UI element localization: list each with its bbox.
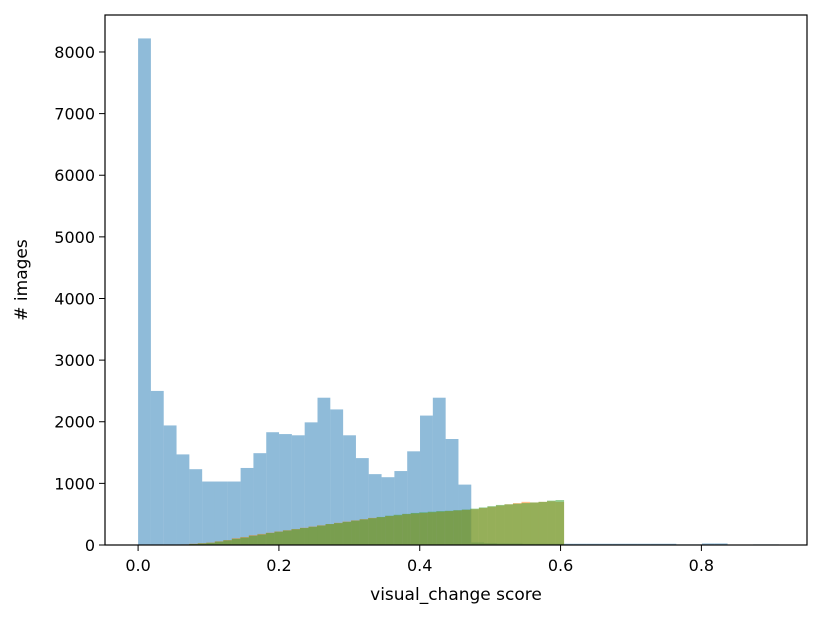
histogram-bar-series-2: [495, 504, 505, 545]
histogram-bar-series-2: [470, 508, 479, 545]
histogram-bar-series-2: [206, 542, 215, 545]
histogram-bar-series-0: [317, 397, 331, 545]
histogram-bars: [138, 38, 779, 545]
histogram-bar-series-2: [265, 532, 275, 545]
histogram-bar-series-2: [410, 512, 420, 545]
histogram-bar-series-2: [214, 541, 224, 545]
histogram-bar-series-2: [240, 537, 249, 545]
histogram-bar-series-2: [521, 503, 531, 545]
histogram-bar-series-2: [512, 503, 522, 545]
x-tick-label: 0.8: [689, 556, 714, 575]
histogram-bar-series-0: [202, 481, 215, 545]
histogram-bar-series-2: [538, 501, 548, 545]
histogram-bar-series-0: [150, 390, 164, 545]
histogram-bar-series-0: [432, 397, 446, 545]
histogram-bar-series-0: [189, 469, 203, 545]
histogram-bar-series-2: [299, 528, 309, 545]
histogram-bar-series-0: [625, 543, 638, 545]
histogram-bar-series-0: [637, 543, 651, 545]
histogram-bar-series-2: [274, 531, 283, 545]
histogram-bar-series-0: [266, 432, 280, 545]
histogram-bar-series-0: [176, 454, 190, 545]
histogram-bar-series-2: [257, 534, 266, 545]
histogram-bar-series-0: [650, 543, 664, 545]
histogram-bar-series-2: [547, 500, 556, 545]
histogram-bar-series-2: [555, 500, 565, 545]
histogram-bar-series-2: [308, 526, 318, 545]
histogram-bar-series-2: [461, 509, 471, 545]
histogram-bar-series-0: [573, 543, 587, 545]
y-tick-label: 2000: [54, 413, 95, 432]
histogram-bar-series-2: [248, 535, 258, 545]
y-axis-label: # images: [12, 239, 32, 321]
histogram-bar-series-0: [330, 409, 344, 545]
y-tick-label: 7000: [54, 105, 95, 124]
x-axis-ticks: 0.0 0.2 0.4 0.6 0.8: [125, 545, 714, 575]
histogram-bar-series-0: [560, 543, 574, 545]
y-tick-label: 3000: [54, 351, 95, 370]
histogram-bar-series-2: [436, 511, 445, 545]
histogram-bar-series-0: [214, 481, 228, 545]
histogram-bar-series-0: [304, 422, 318, 545]
histogram-bar-series-2: [291, 529, 300, 545]
plot-frame: [104, 14, 808, 546]
x-tick-label: 0.6: [548, 556, 573, 575]
histogram-bar-series-0: [138, 38, 151, 545]
histogram-bar-series-0: [240, 467, 254, 545]
histogram-bar-series-2: [393, 514, 403, 545]
histogram-bar-series-0: [163, 425, 177, 545]
histogram-bar-series-2: [368, 518, 377, 545]
histogram-bar-series-0: [253, 453, 267, 545]
histogram-bar-series-0: [586, 543, 600, 545]
histogram-bar-series-2: [342, 521, 352, 545]
histogram-bar-series-0: [612, 543, 626, 545]
histogram-bar-series-2: [334, 523, 343, 545]
histogram-bar-series-0: [599, 543, 613, 545]
histogram-bar-series-2: [197, 543, 207, 545]
histogram-bar-series-0: [714, 543, 728, 545]
histogram-bar-series-2: [478, 507, 488, 545]
y-tick-label: 8000: [54, 43, 95, 62]
x-tick-label: 0.2: [266, 556, 291, 575]
y-tick-label: 1000: [54, 474, 95, 493]
y-tick-label: 0: [85, 536, 95, 555]
histogram-bar-series-0: [343, 435, 356, 545]
histogram-bar-series-2: [504, 504, 513, 545]
y-tick-label: 5000: [54, 228, 95, 247]
histogram-bar-series-0: [663, 543, 677, 545]
histogram-bar-series-2: [282, 530, 292, 545]
x-tick-label: 0.4: [407, 556, 432, 575]
histogram-bar-series-0: [279, 434, 292, 545]
histogram-bar-series-2: [419, 512, 428, 545]
histogram-bar-series-2: [317, 525, 326, 545]
histogram-bar-series-2: [325, 524, 335, 545]
histogram-bar-series-2: [427, 511, 437, 545]
histogram-bar-series-0: [227, 481, 241, 545]
histogram-bar-series-2: [223, 540, 232, 545]
histogram-bar-series-0: [701, 543, 715, 545]
x-tick-label: 0.0: [125, 556, 150, 575]
histogram-bar-series-2: [385, 515, 394, 545]
histogram-bar-series-2: [359, 519, 369, 545]
histogram-bar-series-0: [291, 435, 305, 545]
histogram-bar-series-2: [453, 510, 462, 545]
histogram-bar-series-2: [351, 520, 360, 545]
histogram-bar-series-2: [376, 516, 386, 545]
y-axis-ticks: 0 1000 2000 3000 4000 5000 6000 7000 8000: [54, 43, 105, 555]
y-tick-label: 6000: [54, 166, 95, 185]
histogram-bar-series-2: [487, 506, 496, 545]
histogram-bar-series-2: [402, 513, 411, 545]
y-tick-label: 4000: [54, 289, 95, 308]
histogram-bar-series-2: [530, 502, 539, 545]
histogram-bar-series-2: [231, 538, 241, 545]
histogram-bar-series-2: [444, 510, 454, 545]
x-axis-label: visual_change score: [370, 585, 542, 605]
